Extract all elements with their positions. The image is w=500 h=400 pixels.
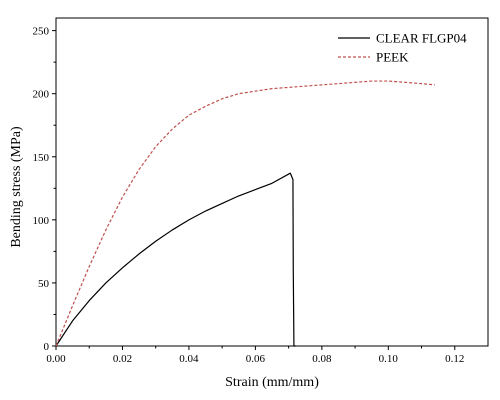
legend-label: CLEAR FLGP04 [376, 31, 467, 46]
x-tick-label: 0.08 [312, 353, 332, 365]
x-tick-label: 0.04 [179, 353, 199, 365]
legend: CLEAR FLGP04 PEEK [338, 31, 467, 65]
y-axis-title: Bending stress (MPa) [9, 126, 24, 248]
x-axis-title: Strain (mm/mm) [225, 375, 319, 390]
y-tick-label: 200 [33, 89, 50, 101]
y-tick-label: 100 [33, 215, 50, 227]
y-tick-label: 0 [44, 341, 50, 353]
y-tick-label: 150 [33, 152, 50, 164]
x-tick-label: 0.12 [445, 353, 464, 365]
series-line-peek [55, 80, 435, 347]
plot-frame [55, 17, 489, 347]
x-tick-label: 0.00 [46, 353, 66, 365]
series-line-clear-flgp04 [55, 172, 296, 347]
legend-label: PEEK [376, 50, 409, 65]
x-tick-label: 0.02 [113, 353, 132, 365]
x-tick-label: 0.06 [246, 353, 266, 365]
y-tick-label: 250 [33, 26, 50, 38]
x-tick-label: 0.10 [379, 353, 399, 365]
y-tick-label: 50 [38, 278, 50, 290]
